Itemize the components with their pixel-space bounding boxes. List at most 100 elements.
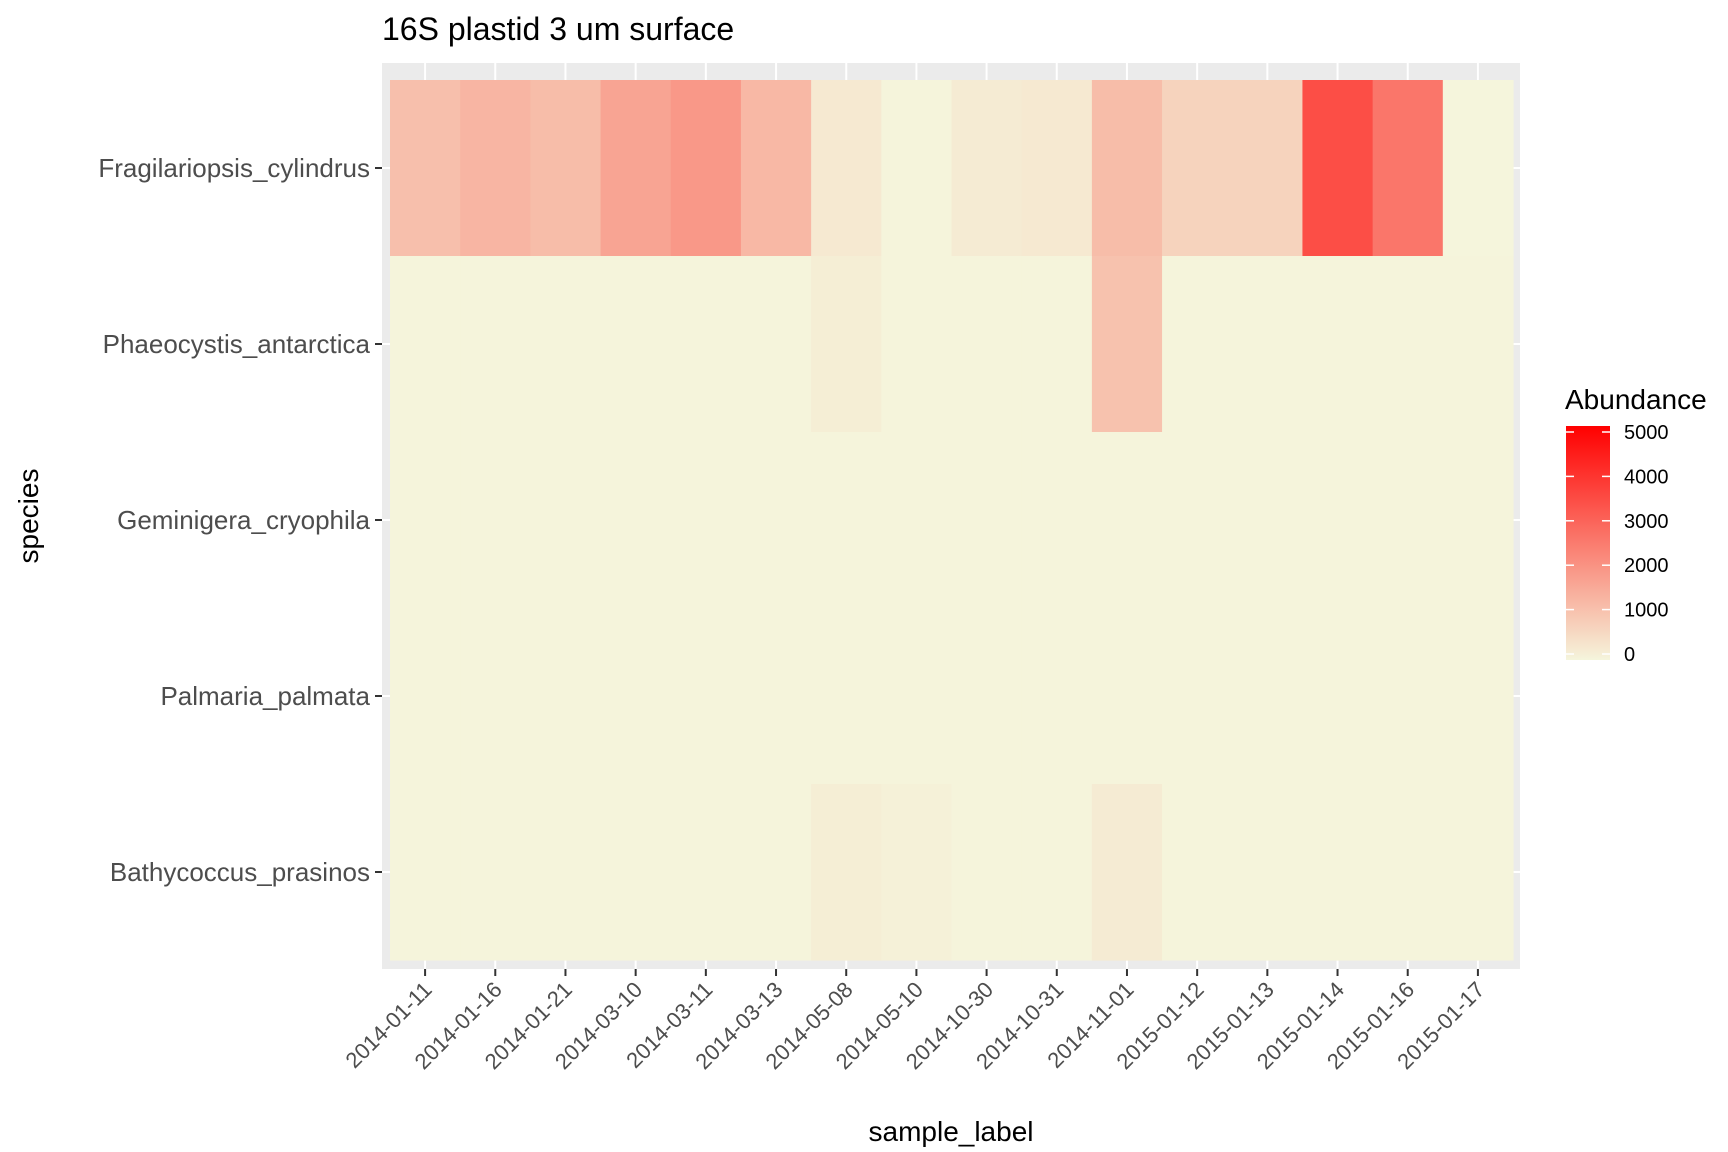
heatmap-tile — [951, 432, 1023, 609]
heatmap-tile — [600, 784, 672, 961]
heatmap-tile — [1302, 432, 1374, 609]
heatmap-tile — [600, 608, 672, 785]
heatmap-tile — [1302, 784, 1374, 961]
heatmap-tile — [390, 256, 461, 433]
heatmap-tile — [1372, 256, 1444, 433]
heatmap-tile — [1302, 256, 1374, 433]
heatmap-tile — [881, 80, 953, 257]
y-tick-label: Palmaria_palmata — [160, 681, 370, 711]
heatmap-tile — [390, 608, 461, 785]
heatmap-tile — [1162, 784, 1233, 961]
heatmap-tile — [1021, 784, 1093, 961]
heatmap-tile — [951, 256, 1023, 433]
heatmap-tile — [600, 80, 672, 257]
heatmap-tile — [1232, 784, 1304, 961]
heatmap-tile — [1021, 256, 1093, 433]
heatmap-tile — [811, 432, 882, 609]
heatmap-tile — [740, 608, 812, 785]
heatmap-tile — [1021, 432, 1093, 609]
heatmap-tile — [811, 256, 882, 433]
heatmap-tile — [811, 80, 882, 257]
chart-title: 16S plastid 3 um surface — [382, 11, 734, 47]
heatmap-tile — [670, 608, 742, 785]
heatmap-tile — [1442, 784, 1514, 961]
y-tick-label: Geminigera_cryophila — [117, 505, 370, 535]
heatmap-tile — [1372, 80, 1444, 257]
heatmap-tile — [1442, 432, 1514, 609]
legend-tick-label: 5000 — [1624, 422, 1669, 444]
heatmap-tile — [670, 256, 742, 433]
heatmap-tile — [460, 784, 531, 961]
legend-colorbar — [1566, 426, 1610, 660]
heatmap-tile — [1091, 256, 1163, 433]
heatmap-tile — [1091, 80, 1163, 257]
heatmap-tile — [670, 80, 742, 257]
y-axis-title: species — [13, 469, 44, 564]
heatmap-tile — [1372, 608, 1444, 785]
heatmap-tile — [1372, 784, 1444, 961]
heatmap-tile — [881, 608, 953, 785]
y-tick-label: Phaeocystis_antarctica — [103, 329, 371, 359]
heatmap-tile — [670, 432, 742, 609]
heatmap-tile — [390, 80, 461, 257]
heatmap-tile — [1232, 432, 1304, 609]
heatmap-tile — [460, 608, 531, 785]
y-tick-label: Bathycoccus_prasinos — [110, 857, 370, 887]
heatmap-tile — [530, 432, 602, 609]
heatmap-tile — [881, 784, 953, 961]
heatmap-tile — [1302, 608, 1374, 785]
heatmap-tile — [530, 80, 602, 257]
heatmap-tile — [1162, 432, 1233, 609]
heatmap-tile — [1091, 432, 1163, 609]
heatmap-tile — [1162, 256, 1233, 433]
heatmap-tile — [390, 432, 461, 609]
heatmap-tile — [740, 256, 812, 433]
heatmap-tile — [460, 80, 531, 257]
heatmap-tiles — [390, 80, 1514, 961]
legend-tick-label: 0 — [1624, 644, 1635, 666]
heatmap-tile — [460, 432, 531, 609]
legend: Abundance 0 1000 2000 3000 4000 5000 — [1565, 384, 1707, 666]
heatmap-tile — [1021, 80, 1093, 257]
heatmap-tile — [1091, 784, 1163, 961]
heatmap-tile — [811, 608, 882, 785]
heatmap-tile — [1302, 80, 1374, 257]
heatmap-tile — [951, 784, 1023, 961]
heatmap-tile — [881, 432, 953, 609]
heatmap-tile — [1232, 608, 1304, 785]
heatmap-tile — [951, 608, 1023, 785]
heatmap-tile — [811, 784, 882, 961]
y-tick-label: Fragilariopsis_cylindrus — [98, 153, 370, 183]
heatmap-tile — [1162, 608, 1233, 785]
heatmap-tile — [390, 784, 461, 961]
heatmap-tile — [740, 80, 812, 257]
heatmap-tile — [1232, 256, 1304, 433]
legend-tick-label: 3000 — [1624, 511, 1669, 533]
heatmap-tile — [1442, 256, 1514, 433]
heatmap-tile — [670, 784, 742, 961]
heatmap-tile — [951, 80, 1023, 257]
y-axis: Fragilariopsis_cylindrus Phaeocystis_anta… — [98, 153, 382, 887]
x-axis-title: sample_label — [869, 1116, 1034, 1147]
heatmap-tile — [1442, 80, 1514, 257]
legend-tick-label: 2000 — [1624, 555, 1669, 577]
x-axis: 2014-01-112014-01-162014-01-212014-03-10… — [341, 969, 1489, 1074]
heatmap-tile — [530, 256, 602, 433]
heatmap-tile — [460, 256, 531, 433]
heatmap-tile — [1021, 608, 1093, 785]
heatmap-tile — [530, 784, 602, 961]
legend-tick-label: 4000 — [1624, 466, 1669, 488]
heatmap-tile — [1091, 608, 1163, 785]
heatmap-tile — [600, 432, 672, 609]
heatmap-tile — [1372, 432, 1444, 609]
legend-tick-label: 1000 — [1624, 600, 1669, 622]
heatmap-tile — [530, 608, 602, 785]
heatmap-tile — [740, 432, 812, 609]
heatmap-tile — [1232, 80, 1304, 257]
heatmap-tile — [600, 256, 672, 433]
legend-title: Abundance — [1565, 384, 1707, 415]
heatmap-tile — [881, 256, 953, 433]
heatmap-tile — [1162, 80, 1233, 257]
heatmap-tile — [1442, 608, 1514, 785]
